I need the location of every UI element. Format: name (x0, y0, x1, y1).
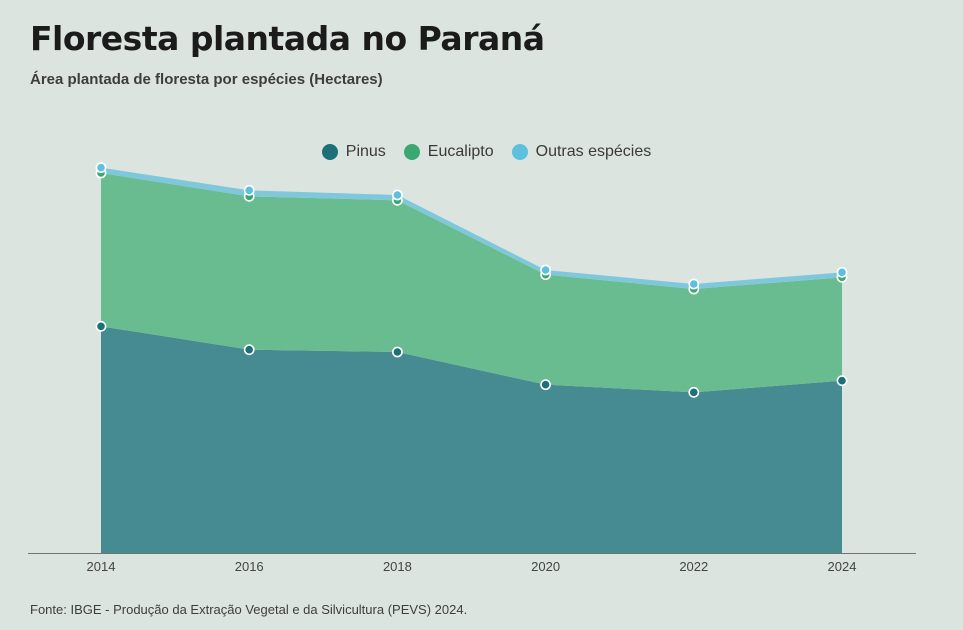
point-pinus-2022[interactable] (688, 386, 700, 398)
point-outras-especies-2016[interactable] (243, 184, 255, 196)
legend-item-eucalipto[interactable]: Eucalipto (403, 143, 494, 161)
point-outras-especies-2020[interactable] (540, 264, 551, 276)
point-outras-especies-2024[interactable] (836, 266, 848, 278)
legend-swatch-outras-especies (511, 144, 528, 160)
source-note: Fonte: IBGE - Produção da Extração Veget… (30, 602, 468, 617)
x-tick-label-2016: 2016 (235, 559, 264, 574)
point-outras-especies-2018[interactable] (391, 189, 403, 201)
area-layer (101, 167, 842, 553)
chart-subtitle: Área plantada de floresta por espécies (… (30, 71, 383, 88)
point-layer (95, 162, 848, 398)
chart-title: Floresta plantada no Paraná (30, 19, 545, 58)
point-pinus-2024[interactable] (836, 375, 848, 387)
legend-label-pinus: Pinus (345, 143, 386, 160)
x-tick-label-2018: 2018 (383, 559, 412, 574)
area-eucalipto[interactable] (101, 173, 842, 393)
x-tick-label-2020: 2020 (531, 559, 560, 574)
x-axis-ticks: 2014 2016 2018 2020 2022 2024 (87, 559, 857, 574)
chart-legend: Pinus Eucalipto Outras espécies (0, 143, 963, 161)
area-pinus[interactable] (101, 326, 842, 553)
x-tick-label-2024: 2024 (828, 559, 857, 574)
x-tick-label-2014: 2014 (87, 559, 116, 574)
point-pinus-2020[interactable] (540, 379, 551, 391)
point-pinus-2014[interactable] (95, 320, 107, 332)
legend-label-outras-especies: Outras espécies (535, 143, 652, 160)
legend-item-outras-especies[interactable]: Outras espécies (511, 143, 652, 161)
point-pinus-2016[interactable] (243, 344, 255, 356)
x-tick-label-2022: 2022 (679, 559, 708, 574)
legend-item-pinus[interactable]: Pinus (321, 143, 386, 161)
legend-label-eucalipto: Eucalipto (427, 143, 494, 160)
point-pinus-2018[interactable] (391, 346, 403, 358)
area-outras-especies[interactable] (101, 167, 842, 289)
point-outras-especies-2014[interactable] (95, 162, 107, 174)
point-outras-especies-2022[interactable] (688, 278, 700, 290)
legend-swatch-pinus (321, 144, 338, 160)
legend-swatch-eucalipto (403, 144, 420, 160)
